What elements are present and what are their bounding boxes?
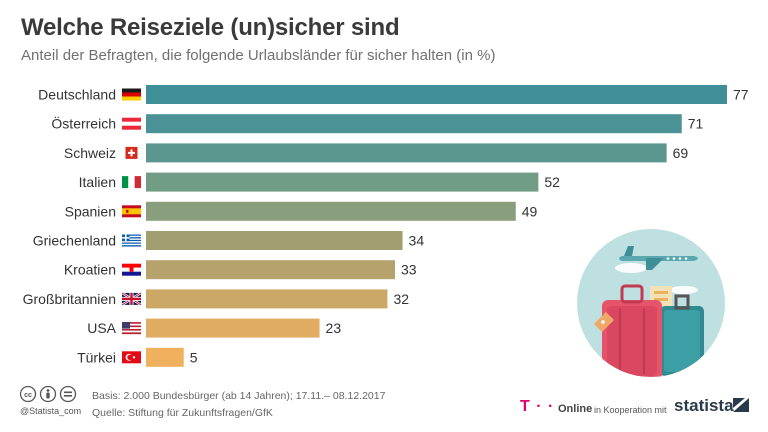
- source-notes: Basis: 2.000 Bundesbürger (ab 14 Jahren)…: [92, 388, 385, 422]
- category-label-5: Griechenland: [33, 233, 116, 249]
- category-label-7: Großbritannien: [23, 291, 116, 307]
- category-label-4: Spanien: [65, 203, 116, 219]
- flag-uk-icon: [121, 291, 142, 306]
- value-label-0: 77: [733, 87, 749, 103]
- by-icon: [39, 385, 57, 403]
- category-label-0: Deutschland: [38, 87, 116, 103]
- chart-title: Welche Reiseziele (un)sicher sind: [21, 14, 400, 41]
- airplane-icon: [619, 246, 698, 270]
- bar-3: [146, 172, 539, 192]
- license-icons: cc: [20, 385, 77, 403]
- chart-subtitle: Anteil der Befragten, die folgende Urlau…: [21, 47, 496, 64]
- luggage-icon: [594, 284, 704, 377]
- online-label: Online: [558, 403, 593, 415]
- value-label-2: 69: [673, 145, 689, 161]
- value-label-9: 5: [190, 349, 198, 365]
- category-label-9: Türkei: [77, 349, 116, 365]
- svg-text:cc: cc: [24, 392, 32, 399]
- value-label-7: 32: [393, 291, 409, 307]
- flag-italy-icon: [122, 176, 141, 189]
- value-label-3: 52: [544, 174, 560, 190]
- statista-logo: statista: [674, 396, 734, 415]
- category-label-6: Kroatien: [64, 262, 116, 278]
- value-label-6: 33: [401, 262, 417, 278]
- flag-germany-icon: [122, 88, 141, 101]
- cc-icon: cc: [20, 385, 37, 403]
- bar-8: [146, 318, 320, 338]
- nd-icon: [59, 385, 77, 403]
- source-note: Quelle: Stiftung für Zukunftsfragen/GfK: [92, 407, 273, 419]
- bar-chart: Deutschland 77 Österreich 71 Schweiz 69 Italie…: [23, 85, 749, 367]
- bar-9: [146, 347, 184, 367]
- value-label-4: 49: [522, 203, 538, 219]
- bar-1: [146, 114, 682, 134]
- value-label-5: 34: [409, 233, 425, 249]
- statista-logo-mark: [733, 398, 749, 412]
- statista-handle: @Statista_com: [20, 406, 82, 416]
- value-label-1: 71: [688, 116, 704, 132]
- flag-spain-icon: [122, 205, 141, 218]
- bar-0: [146, 85, 727, 104]
- flag-austria-icon: [122, 117, 141, 130]
- category-label-1: Österreich: [51, 115, 116, 132]
- category-label-8: USA: [87, 320, 116, 336]
- category-label-2: Schweiz: [64, 145, 116, 161]
- telekom-logo: T · ·: [520, 398, 555, 415]
- flag-usa-icon: [122, 322, 141, 335]
- flag-greece-icon: [122, 234, 141, 247]
- cooperation-label: in Kooperation mit: [594, 405, 667, 415]
- flag-switzerland-icon: [125, 146, 138, 159]
- bar-4: [146, 201, 516, 221]
- category-label-3: Italien: [79, 174, 116, 190]
- flag-turkey-icon: [122, 351, 141, 364]
- bar-2: [146, 143, 667, 163]
- travel-illustration: [577, 229, 725, 377]
- bar-7: [146, 289, 388, 309]
- value-label-8: 23: [326, 320, 342, 336]
- bar-5: [146, 231, 403, 250]
- bar-6: [146, 260, 395, 280]
- flag-croatia-icon: [122, 263, 141, 276]
- basis-note: Basis: 2.000 Bundesbürger (ab 14 Jahren)…: [92, 390, 386, 402]
